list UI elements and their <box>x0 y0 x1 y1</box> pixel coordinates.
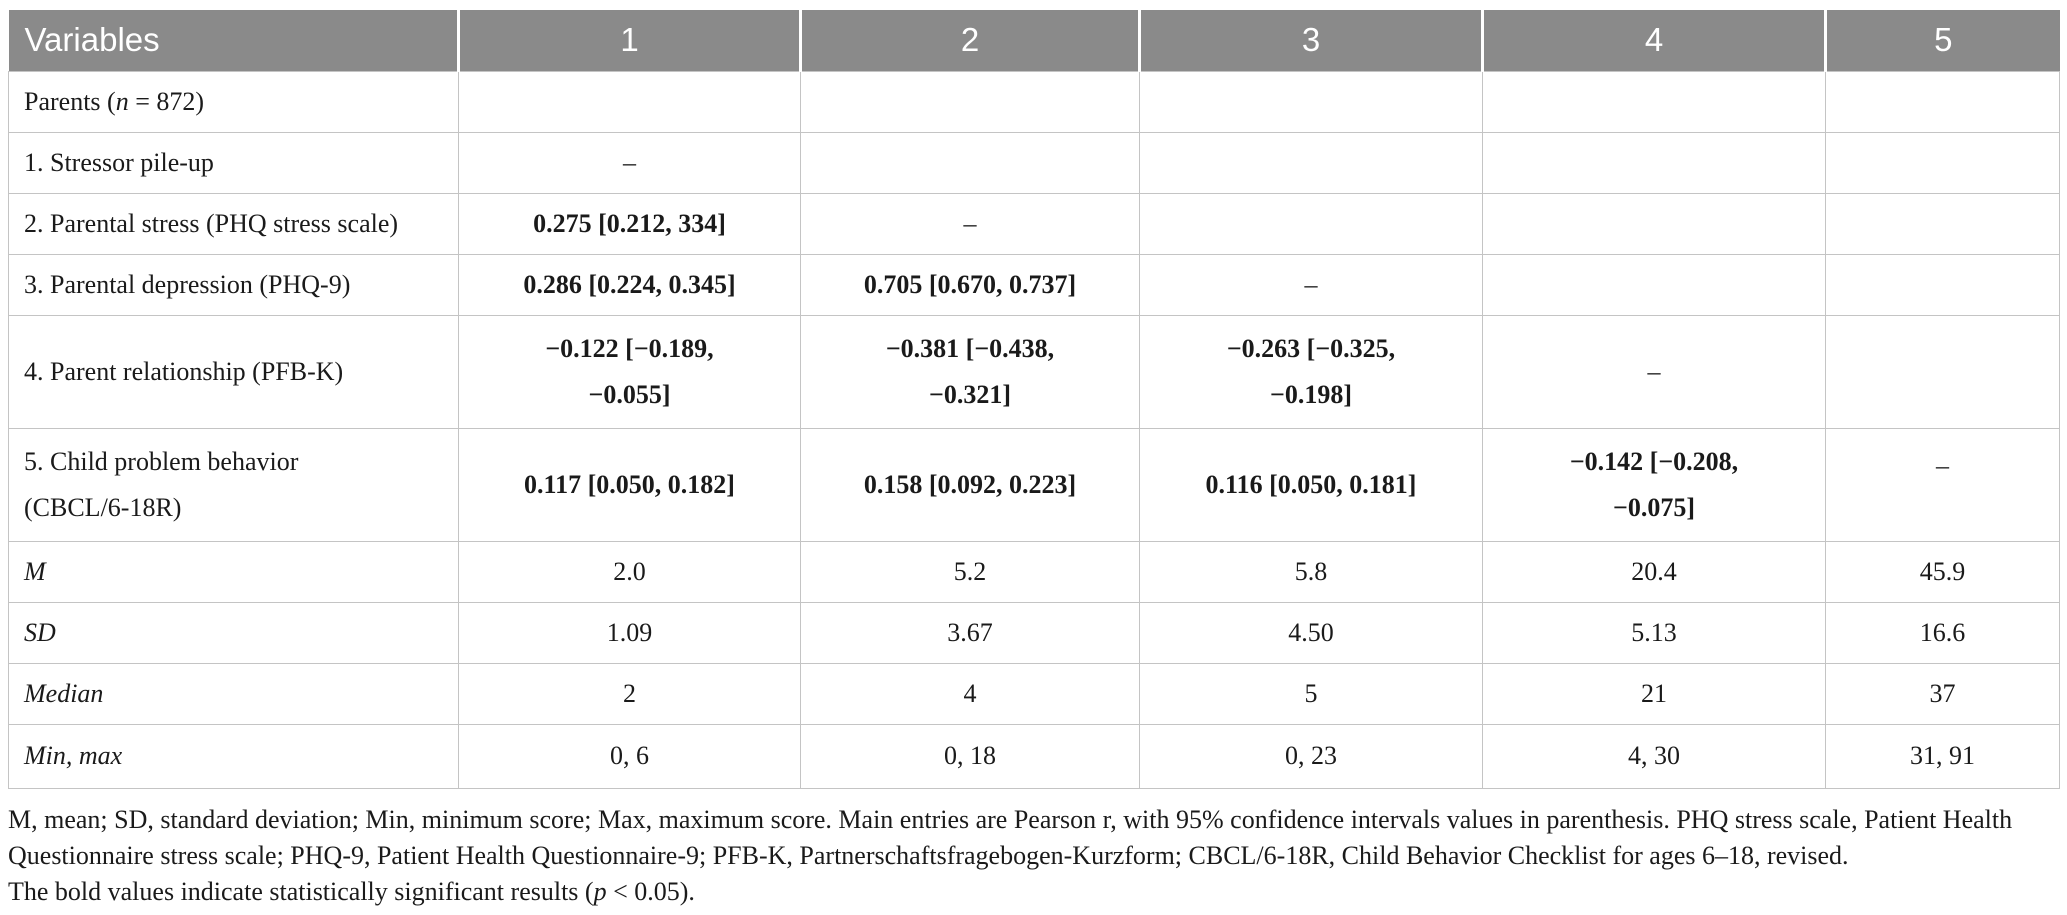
table-cell <box>1482 70 1826 133</box>
table-cell: 0.275 [0.212, 334] <box>458 192 801 255</box>
row-median: Median 2 4 5 21 37 <box>8 662 2060 725</box>
footnote-abbreviations: M, mean; SD, standard deviation; Min, mi… <box>8 804 2013 870</box>
table-cell: – <box>800 192 1140 255</box>
row-label: Median <box>8 662 459 725</box>
table-cell: 4, 30 <box>1482 723 1826 789</box>
table-cell: 2 <box>458 662 801 725</box>
column-header-1: 1 <box>457 10 801 71</box>
table-cell: 20.4 <box>1482 540 1826 603</box>
row-label: 4. Parent relationship (PFB-K) <box>8 314 459 429</box>
table-cell <box>1482 253 1826 316</box>
table-cell: 21 <box>1482 662 1826 725</box>
table-cell: 5.8 <box>1139 540 1483 603</box>
table-cell: 0, 23 <box>1139 723 1483 789</box>
table-cell <box>1482 131 1826 194</box>
table-cell: 5 <box>1139 662 1483 725</box>
row-stressor-pile-up: 1. Stressor pile-up – <box>8 131 2060 194</box>
footnote-significance-prefix: The bold values indicate statistically s… <box>8 876 594 906</box>
table-cell <box>1825 131 2060 194</box>
table-cell <box>1825 314 2060 429</box>
table-cell: 0.286 [0.224, 0.345] <box>458 253 801 316</box>
column-header-3: 3 <box>1138 10 1483 71</box>
table-cell: 0.705 [0.670, 0.737] <box>800 253 1140 316</box>
table-cell <box>458 70 801 133</box>
row-label: 3. Parental depression (PHQ-9) <box>8 253 459 316</box>
row-label: Parents (n = 872) <box>8 70 459 133</box>
table-cell: 0, 6 <box>458 723 801 789</box>
table-cell: 0, 18 <box>800 723 1140 789</box>
table-cell: – <box>1825 427 2060 542</box>
table-cell: 4 <box>800 662 1140 725</box>
column-header-2: 2 <box>799 10 1140 71</box>
table-cell: 45.9 <box>1825 540 2060 603</box>
table-cell <box>1139 131 1483 194</box>
footnote-significance-suffix: < 0.05). <box>606 876 695 906</box>
row-label: M <box>8 540 459 603</box>
table-cell: 0.158 [0.092, 0.223] <box>800 427 1140 542</box>
row-sd: SD 1.09 3.67 4.50 5.13 16.6 <box>8 601 2060 664</box>
table-cell: −0.381 [−0.438, −0.321] <box>800 314 1140 429</box>
column-header-variables: Variables <box>8 10 459 71</box>
table-cell: 16.6 <box>1825 601 2060 664</box>
row-label: 5. Child problem behavior (CBCL/6-18R) <box>8 427 459 542</box>
table-cell <box>1139 192 1483 255</box>
row-child-problem-behavior: 5. Child problem behavior (CBCL/6-18R) 0… <box>8 427 2060 542</box>
table-cell: 5.2 <box>800 540 1140 603</box>
row-label: 2. Parental stress (PHQ stress scale) <box>8 192 459 255</box>
table-cell: – <box>1139 253 1483 316</box>
row-parents: Parents (n = 872) <box>8 70 2060 133</box>
table-cell: 4.50 <box>1139 601 1483 664</box>
table-cell: 5.13 <box>1482 601 1826 664</box>
row-label: SD <box>8 601 459 664</box>
table-cell: −0.122 [−0.189, −0.055] <box>458 314 801 429</box>
row-label-n-italic: n <box>115 86 129 116</box>
row-parent-relationship: 4. Parent relationship (PFB-K) −0.122 [−… <box>8 314 2060 429</box>
table-cell: 3.67 <box>800 601 1140 664</box>
row-parental-stress: 2. Parental stress (PHQ stress scale) 0.… <box>8 192 2060 255</box>
table-cell: −0.263 [−0.325, −0.198] <box>1139 314 1483 429</box>
table-cell <box>800 70 1140 133</box>
column-header-5: 5 <box>1824 10 2060 71</box>
table-cell: – <box>1482 314 1826 429</box>
table-cell <box>1139 70 1483 133</box>
table-cell: 0.117 [0.050, 0.182] <box>458 427 801 542</box>
table-cell <box>1825 192 2060 255</box>
table-footnote: M, mean; SD, standard deviation; Min, mi… <box>8 802 2059 910</box>
row-parental-depression: 3. Parental depression (PHQ-9) 0.286 [0.… <box>8 253 2060 316</box>
table-cell: 0.116 [0.050, 0.181] <box>1139 427 1483 542</box>
table-cell <box>800 131 1140 194</box>
table-cell: 2.0 <box>458 540 801 603</box>
table-cell: −0.142 [−0.208, −0.075] <box>1482 427 1826 542</box>
row-label: Min, max <box>8 723 459 789</box>
row-label-prefix: Parents ( <box>24 86 116 116</box>
row-min-max: Min, max 0, 6 0, 18 0, 23 4, 30 31, 91 <box>8 723 2060 789</box>
column-header-4: 4 <box>1481 10 1826 71</box>
table-cell <box>1825 70 2060 133</box>
row-label-suffix: = 872) <box>128 86 205 116</box>
footnote-p-italic: p <box>593 876 607 906</box>
footnote-significance: The bold values indicate statistically s… <box>8 874 2059 910</box>
correlation-table: Variables 1 2 3 4 5 Parents (n = 872) 1.… <box>8 10 2060 789</box>
table-cell: 37 <box>1825 662 2060 725</box>
table-cell <box>1825 253 2060 316</box>
table-cell: 31, 91 <box>1825 723 2060 789</box>
table-header-row: Variables 1 2 3 4 5 <box>8 10 2060 71</box>
row-label: 1. Stressor pile-up <box>8 131 459 194</box>
table-cell: – <box>458 131 801 194</box>
row-mean: M 2.0 5.2 5.8 20.4 45.9 <box>8 540 2060 603</box>
table-cell: 1.09 <box>458 601 801 664</box>
table-cell <box>1482 192 1826 255</box>
